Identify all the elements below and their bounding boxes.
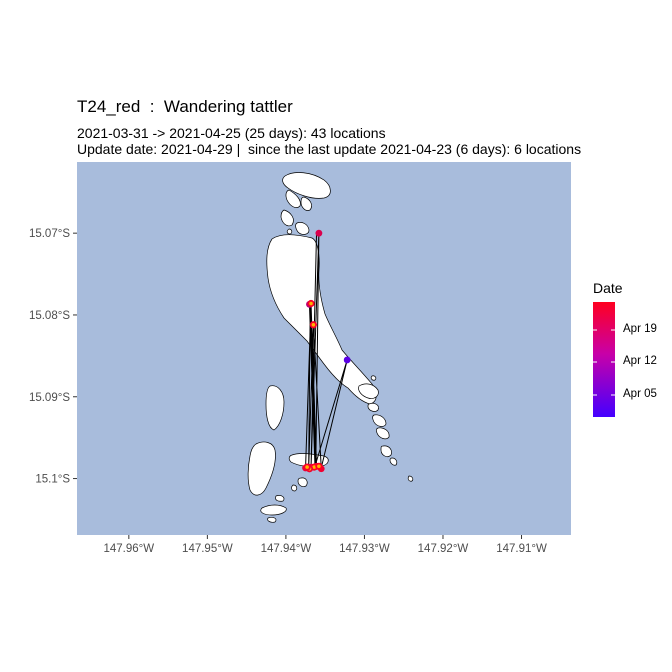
east-islet-8: [407, 475, 414, 482]
recent-location-marker-9: [312, 465, 316, 469]
south-islet-6: [267, 517, 277, 523]
x-tick-label-1: 147.95°W: [182, 543, 233, 555]
plot-title: T24_red : Wandering tattler: [77, 97, 293, 116]
track-lines: [305, 232, 348, 469]
location-point-0: [343, 356, 351, 364]
plot-subtitle-range: 2021-03-31 -> 2021-04-25 (25 days): 43 l…: [77, 125, 386, 141]
x-tick-label-5: 147.91°W: [496, 543, 547, 555]
y-tick-label-2: 15.09°S: [29, 392, 70, 404]
islet-north-2: [285, 189, 301, 208]
east-islet-2: [367, 403, 379, 412]
east-islet-3: [372, 414, 387, 427]
x-tick-label-2: 147.94°W: [261, 543, 312, 555]
x-tick-label-4: 147.92°W: [418, 543, 469, 555]
east-islet-4: [375, 427, 390, 440]
islet-north-1: [282, 172, 331, 199]
legend-label-apr12: Apr 12: [623, 355, 657, 367]
south-islet-3: [291, 484, 298, 492]
south-islet-4: [275, 495, 285, 502]
y-tick-label-0: 15.07°S: [29, 228, 70, 240]
recent-location-marker-7: [309, 301, 313, 306]
y-tick-label-1: 15.08°S: [29, 310, 70, 322]
south-islet-5: [260, 504, 287, 516]
islet-north-4: [280, 209, 294, 227]
y-tick-label-3: 15.1°S: [35, 474, 70, 486]
west-island: [265, 385, 285, 431]
east-islet-6: [389, 457, 398, 466]
date-colorbar: [593, 302, 615, 417]
location-point-2: [315, 229, 323, 237]
southwest-island: [247, 441, 276, 496]
location-points: [302, 229, 351, 473]
east-islet-7: [370, 375, 377, 381]
plot-subtitle-update: Update date: 2021-04-29 | since the last…: [77, 141, 582, 157]
legend-label-apr05: Apr 05: [623, 388, 657, 400]
islet-north-6: [286, 228, 293, 235]
islet-north-3: [300, 196, 312, 211]
legend-title: Date: [593, 280, 623, 296]
x-tick-label-0: 147.96°W: [104, 543, 155, 555]
east-islet-5: [380, 445, 392, 457]
recent-location-marker-8: [311, 322, 316, 327]
x-tick-label-3: 147.93°W: [339, 543, 390, 555]
axis-ticks: 147.96°W 147.95°W 147.94°W 147.93°W 147.92°W…: [29, 228, 547, 555]
south-islet-2: [297, 477, 308, 487]
track-path: [305, 232, 348, 469]
recent-location-marker-12: [305, 465, 309, 469]
islet-north-5: [295, 222, 310, 235]
legend-label-apr19: Apr 19: [623, 323, 657, 335]
east-islet-1: [358, 383, 379, 399]
recent-location-marker-11: [317, 464, 321, 469]
